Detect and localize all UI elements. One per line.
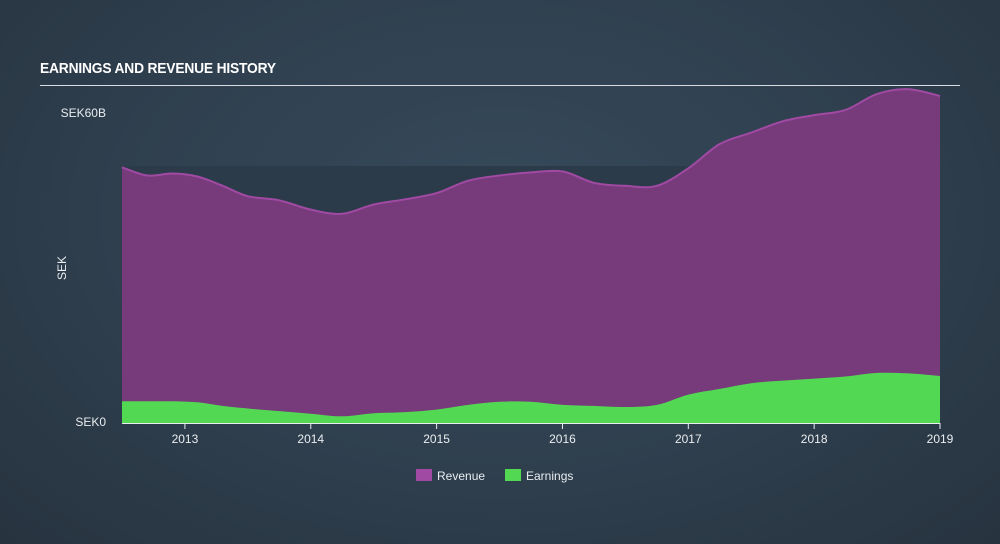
earnings-area — [122, 372, 940, 423]
revenue-line — [121, 88, 941, 215]
x-tick-label: 2017 — [675, 432, 702, 446]
legend-revenue-swatch — [416, 469, 432, 481]
x-tick-label: 2013 — [172, 432, 199, 446]
chart-legend: Revenue Earnings — [416, 469, 573, 483]
legend-earnings-swatch — [505, 469, 521, 481]
x-tick-label: 2015 — [423, 432, 450, 446]
y-tick-label-max: SEK60B — [61, 106, 106, 120]
x-tick-label: 2016 — [549, 432, 576, 446]
x-tick-label: 2019 — [927, 432, 954, 446]
legend-revenue-label: Revenue — [437, 469, 485, 483]
chart-title: EARNINGS AND REVENUE HISTORY — [40, 60, 276, 77]
revenue-area — [122, 89, 940, 424]
y-axis-title: SEK — [55, 256, 69, 280]
y-tick-label-min: SEK0 — [75, 415, 106, 429]
x-axis-ticks: 2013 2014 2015 2016 2017 2018 2019 — [172, 423, 954, 446]
legend-earnings-label: Earnings — [526, 469, 573, 483]
x-tick-label: 2014 — [297, 432, 324, 446]
title-divider — [40, 85, 960, 86]
x-tick-label: 2018 — [801, 432, 828, 446]
